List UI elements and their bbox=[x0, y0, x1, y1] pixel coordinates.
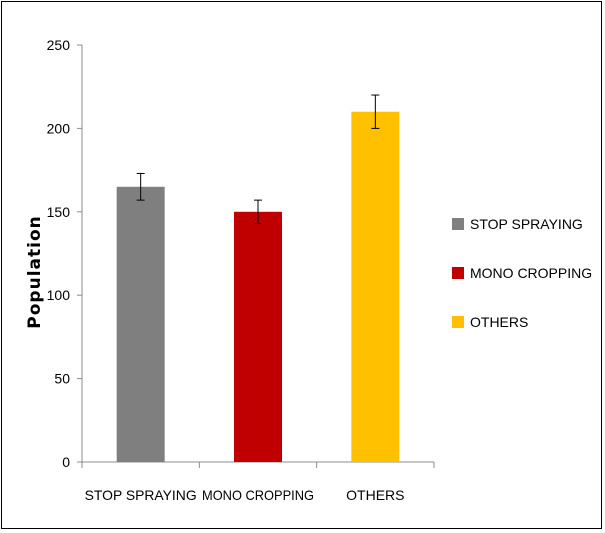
y-tick-label: 150 bbox=[47, 204, 71, 220]
error-bars bbox=[136, 94, 380, 224]
y-tick-label: 250 bbox=[47, 37, 71, 53]
category-label: OTHERS bbox=[346, 487, 404, 503]
y-tick-label: 50 bbox=[54, 371, 70, 387]
legend-swatch bbox=[452, 316, 464, 328]
y-tick-label: 0 bbox=[62, 454, 70, 470]
bar-stop-spraying bbox=[116, 186, 165, 462]
legend-label: OTHERS bbox=[470, 314, 528, 330]
y-axis-label: Population bbox=[25, 215, 45, 328]
x-axis-ticks bbox=[81, 462, 435, 468]
legend-swatch bbox=[452, 218, 464, 230]
bar-mono-cropping bbox=[234, 211, 282, 462]
y-axis-ticks: 0 50 100 150 200 250 bbox=[47, 37, 82, 470]
category-labels: STOP SPRAYING MONO CROPPING OTHERS bbox=[85, 487, 405, 503]
category-label: MONO CROPPING bbox=[202, 487, 314, 503]
legend-label: STOP SPRAYING bbox=[470, 216, 583, 232]
bar-others bbox=[351, 111, 400, 462]
legend-swatch bbox=[452, 267, 464, 279]
bars bbox=[116, 111, 400, 462]
y-tick-label: 100 bbox=[47, 287, 71, 303]
category-label: STOP SPRAYING bbox=[85, 487, 197, 503]
legend-label: MONO CROPPING bbox=[470, 265, 592, 281]
legend: STOP SPRAYING MONO CROPPING OTHERS bbox=[452, 216, 592, 330]
y-tick-label: 200 bbox=[47, 120, 71, 136]
